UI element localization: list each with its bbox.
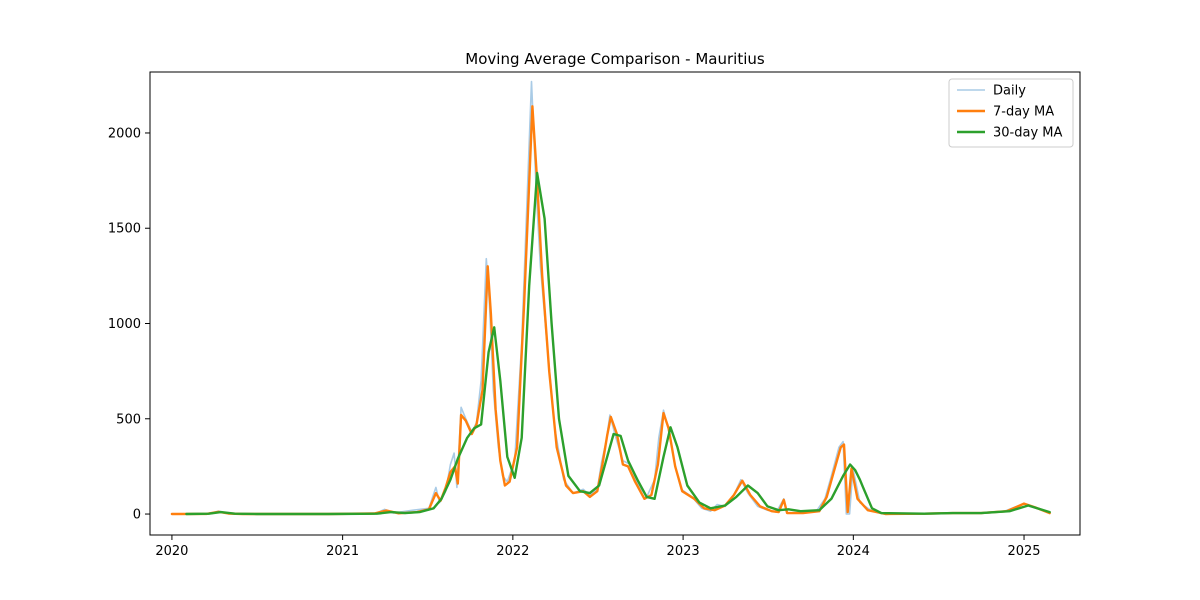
x-tick-label: 2022 [496,544,529,559]
series-line-daily [173,80,1051,515]
y-axis: 0 500 1000 1500 2000 [108,126,150,523]
y-tick-label: 1000 [108,317,141,332]
series-layer [170,80,1051,516]
y-tick-label: 1500 [108,222,141,237]
legend-label: Daily [993,84,1026,99]
legend-label: 30-day MA [993,126,1062,141]
legend-box [948,78,1074,148]
x-tick-label: 2024 [837,544,870,559]
plot-frame [149,71,1081,536]
legend: Daily 7-day MA 30-day MA [948,78,1074,148]
y-tick-label: 0 [133,508,141,523]
series-line-30-day-ma [185,171,1051,516]
y-tick-label: 2000 [108,126,141,141]
chart-title: Moving Average Comparison - Mauritius [465,50,765,68]
x-tick-label: 2023 [667,544,700,559]
x-tick-label: 2025 [1007,544,1040,559]
x-tick-label: 2021 [326,544,359,559]
x-axis: 2020 2021 2022 2023 2024 2025 [155,535,1041,559]
y-tick-label: 500 [116,412,141,427]
series-line-7-day-ma [170,105,1051,516]
legend-label: 7-day MA [993,105,1054,120]
x-tick-label: 2020 [155,544,188,559]
